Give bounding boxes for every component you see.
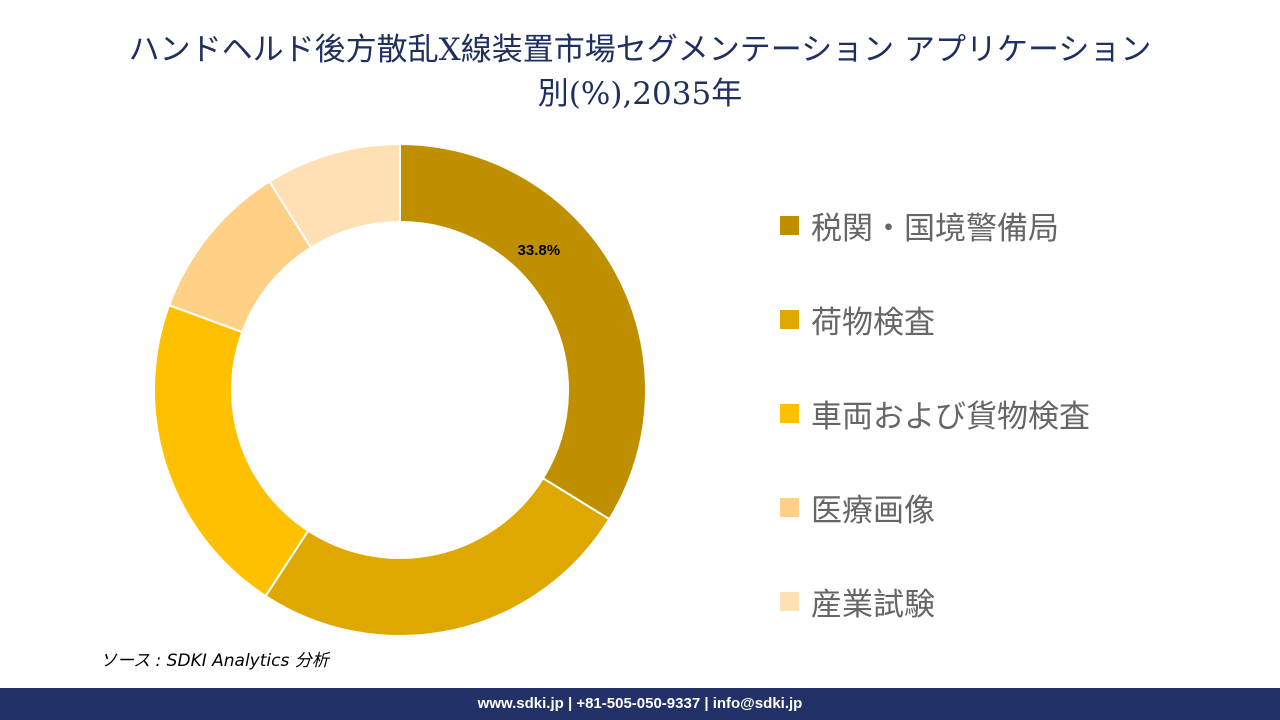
donut-slice xyxy=(268,142,401,249)
legend-swatch xyxy=(780,309,799,329)
chart-title-line1: ハンドヘルド後方散乱X線装置市場セグメンテーション アプリケーション xyxy=(128,32,1152,68)
chart-legend: 税関・国境警備局 荷物検査車両および貨物検査 医療画像産業試験 xyxy=(780,178,1090,648)
donut-slice xyxy=(264,476,611,637)
legend-label: 税関・国境警備局 xyxy=(811,210,1059,247)
chart-title-line2: 別(%),2035年 xyxy=(537,76,743,112)
legend-swatch xyxy=(780,403,799,423)
legend-item: 車両および貨物検査 xyxy=(780,366,1090,460)
legend-item: 医療画像 xyxy=(780,460,1090,554)
legend-label: 車両および貨物検査 xyxy=(811,398,1090,435)
legend-item: 荷物検査 xyxy=(780,272,1090,366)
legend-swatch xyxy=(780,497,799,517)
legend-label: 産業試験 xyxy=(811,586,935,623)
donut-slice xyxy=(153,303,310,598)
source-note: ソース : SDKI Analytics 分析 xyxy=(100,651,329,671)
legend-label: 荷物検査 xyxy=(811,304,935,341)
data-label: 33.8% xyxy=(518,242,561,259)
legend-item: 税関・国境警備局 xyxy=(780,178,1090,272)
legend-swatch xyxy=(780,591,799,611)
legend-swatch xyxy=(780,215,799,235)
legend-label: 医療画像 xyxy=(811,492,935,529)
legend-item: 産業試験 xyxy=(780,554,1090,648)
donut-slice xyxy=(399,142,647,521)
footer-contact-bar: www.sdki.jp | +81-505-050-9337 | info@sd… xyxy=(0,688,1280,720)
chart-title: ハンドヘルド後方散乱X線装置市場セグメンテーション アプリケーション 別(%),… xyxy=(0,28,1280,116)
